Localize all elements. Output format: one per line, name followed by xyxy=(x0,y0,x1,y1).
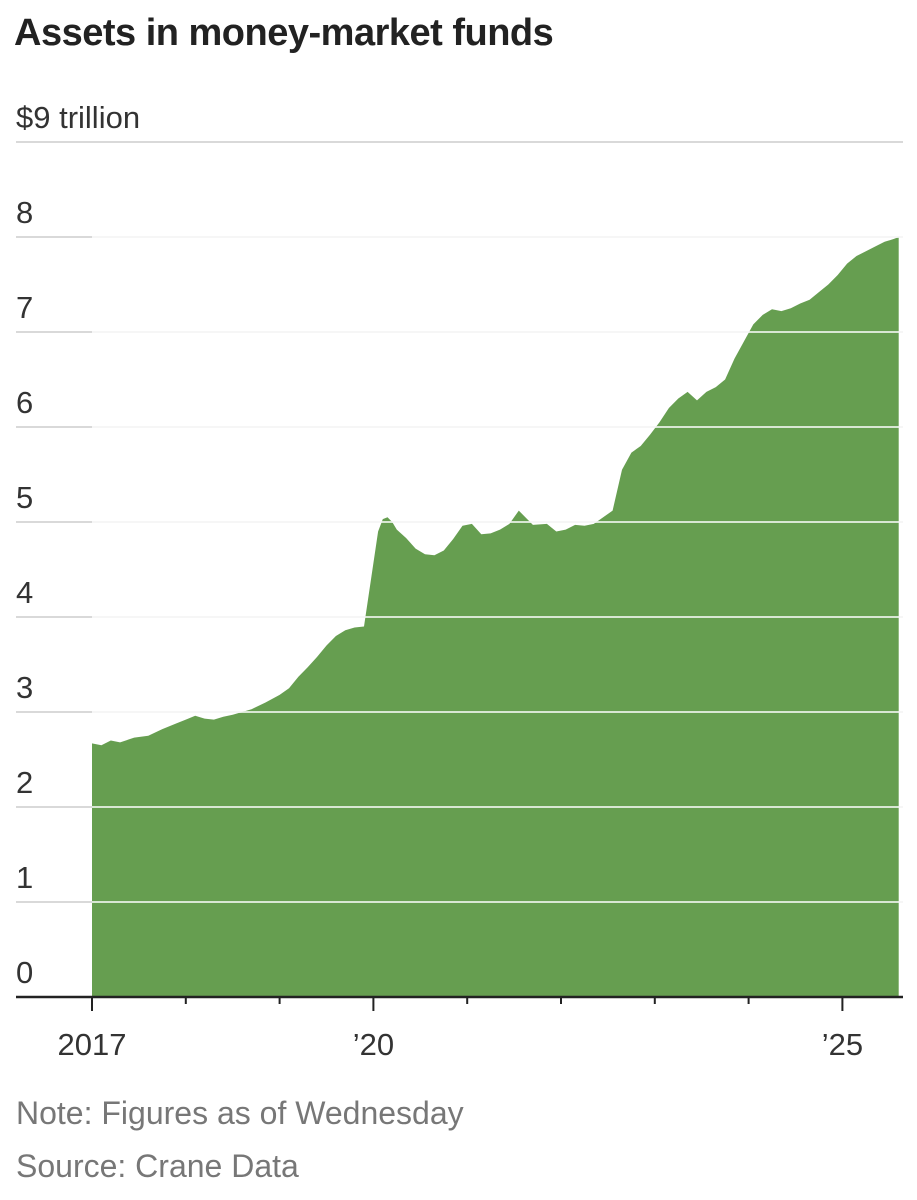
y-tick-label: 6 xyxy=(16,385,33,420)
y-tick-label: 1 xyxy=(16,860,33,895)
y-tick-label: 8 xyxy=(16,195,33,230)
x-tick-label: ’20 xyxy=(353,1027,394,1062)
y-tick-label: 5 xyxy=(16,480,33,515)
y-tick-label: $9 trillion xyxy=(16,100,140,135)
y-tick-label: 7 xyxy=(16,290,33,325)
y-tick-labels: 0 1 2 3 4 5 6 7 8 $9 trillion xyxy=(16,100,140,990)
x-tick-label: 2017 xyxy=(58,1027,127,1062)
chart-source: Source: Crane Data xyxy=(16,1148,299,1184)
x-tick-labels: 2017 ’20 ’25 xyxy=(58,1027,864,1062)
area-series xyxy=(92,236,903,997)
chart-note: Note: Figures as of Wednesday xyxy=(16,1095,464,1131)
y-tick-label: 4 xyxy=(16,575,33,610)
area-chart: 0 1 2 3 4 5 6 7 8 $9 trillion 2017 ’20 ’25 xyxy=(16,100,903,1062)
y-tick-label: 2 xyxy=(16,765,33,800)
x-axis xyxy=(16,995,903,1011)
y-tick-label: 3 xyxy=(16,670,33,705)
x-tick-label: ’25 xyxy=(822,1027,863,1062)
chart-title: Assets in money-market funds xyxy=(14,12,554,54)
y-tick-label: 0 xyxy=(16,955,33,990)
